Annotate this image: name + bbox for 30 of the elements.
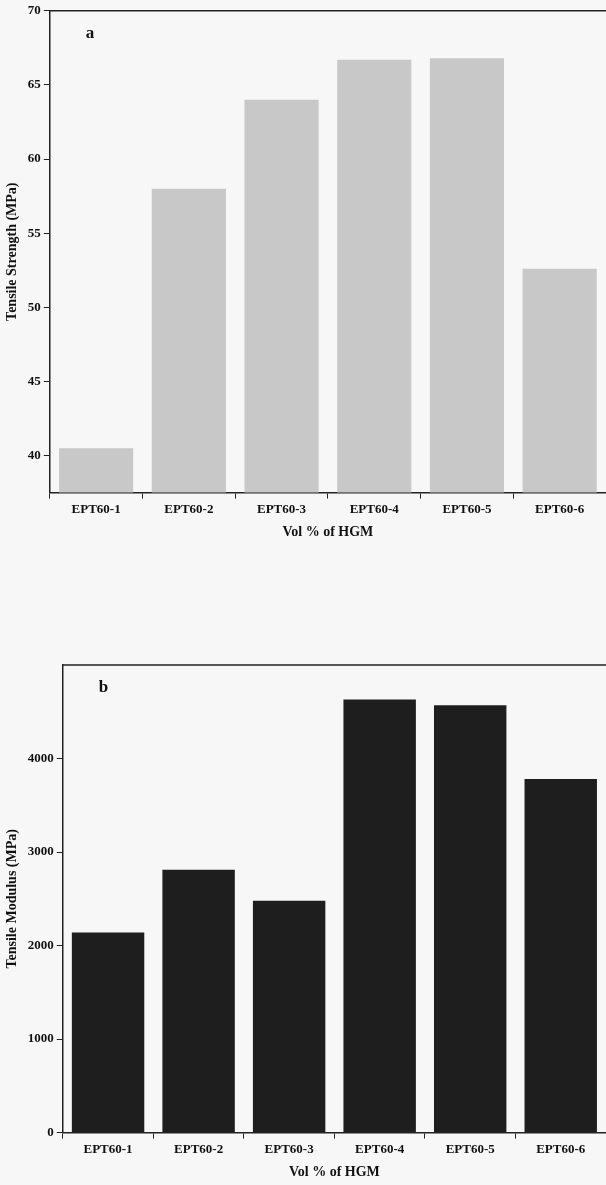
y-tick-label: 55 (27, 224, 42, 240)
annotation: b (98, 676, 109, 696)
y-tick-label: 1000 (27, 1030, 54, 1046)
x-tick-label: EPT60-4 (349, 500, 400, 516)
y-tick-label: 70 (27, 2, 41, 18)
y-tick-label: 3000 (27, 843, 54, 859)
x-tick-label: EPT60-4 (355, 1140, 405, 1156)
x-tick-label: EPT60-6 (536, 1140, 586, 1156)
x-axis-title: Vol % of HGM (282, 524, 374, 540)
y-tick-label: 0 (47, 1123, 54, 1139)
y-axis-title: Tensile Modulus (MPa) (4, 828, 21, 969)
x-tick-label: EPT60-2 (174, 1140, 224, 1156)
x-tick-label: EPT60-5 (442, 500, 492, 516)
y-tick-label: 60 (27, 150, 41, 166)
x-tick-label: EPT60-1 (83, 1140, 133, 1156)
x-axis-title: Vol % of HGM (288, 1164, 380, 1180)
x-tick-label: EPT60-6 (535, 500, 585, 516)
annotation: a (85, 22, 95, 42)
y-tick-label: 4000 (27, 749, 54, 765)
x-tick-label: EPT60-3 (264, 1140, 315, 1156)
x-tick-label: EPT60-1 (71, 500, 121, 516)
x-tick-label: EPT60-2 (164, 500, 214, 516)
y-tick-label: 40 (27, 446, 41, 462)
y-tick-label: 50 (27, 298, 41, 314)
x-tick-label: EPT60-3 (256, 500, 307, 516)
y-tick-label: 2000 (27, 936, 54, 952)
y-axis-title: Tensile Strength (MPa) (4, 182, 21, 321)
x-tick-label: EPT60-5 (445, 1140, 496, 1156)
y-tick-label: 45 (27, 372, 42, 388)
y-tick-label: 65 (27, 76, 42, 92)
